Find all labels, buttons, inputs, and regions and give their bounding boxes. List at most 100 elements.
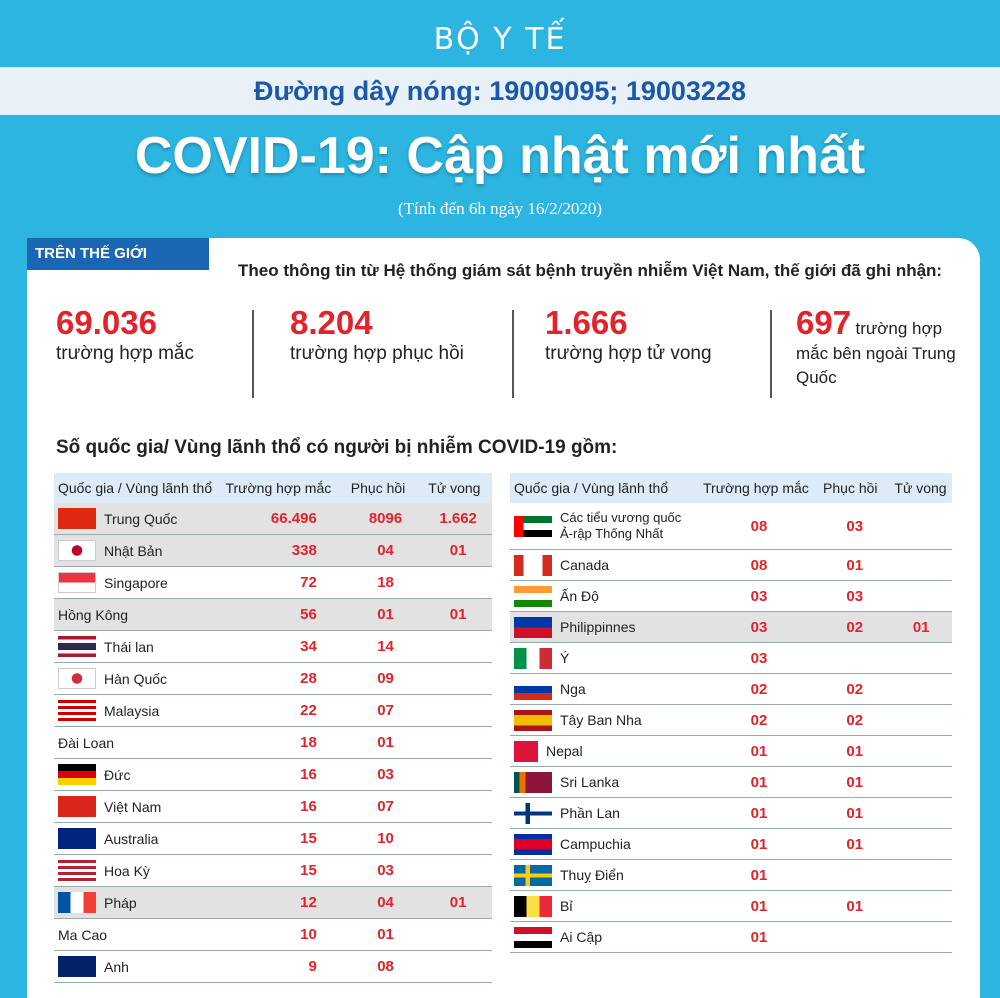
- country-name: Trung Quốc: [104, 510, 178, 527]
- country-cell: Đức: [54, 758, 222, 791]
- my-flag: [58, 700, 96, 721]
- section-tag: TRÊN THẾ GIỚI: [27, 238, 209, 270]
- cases-cell: 66.496: [221, 503, 347, 535]
- recovered-cell: 02: [819, 704, 891, 736]
- stat-divider: [512, 310, 514, 398]
- deaths-cell: [890, 828, 952, 860]
- table-row: Việt Nam 16 07: [54, 790, 492, 823]
- deaths-cell: [424, 790, 492, 823]
- deaths-cell: [890, 673, 952, 705]
- recovered-cell: [819, 642, 891, 674]
- deaths-cell: [890, 580, 952, 612]
- stat-outside-label-a: trường hợp: [855, 319, 943, 338]
- deaths-cell: [890, 766, 952, 798]
- be-flag: [514, 895, 552, 917]
- table-body-left: Trung Quốc 66.496 8096 1.662 Nhật Bản 338 04 01…: [54, 503, 492, 983]
- country-table-left: Quốc gia / Vùng lãnh thổ Trường hợp mắc …: [54, 473, 492, 983]
- deaths-cell: 01: [424, 886, 492, 919]
- list-title: Số quốc gia/ Vùng lãnh thổ có người bị n…: [56, 437, 618, 458]
- cases-cell: 34: [221, 630, 347, 663]
- country-name: Australia: [104, 830, 159, 847]
- country-cell: Hoa Kỳ: [54, 854, 222, 887]
- table-row: Ai Cập 01: [510, 921, 952, 953]
- header-cases: Trường hợp mắc: [225, 480, 332, 496]
- cases-cell: 01: [699, 859, 820, 891]
- country-name: Malaysia: [104, 702, 160, 719]
- country-cell: Malaysia: [54, 694, 222, 727]
- country-cell: Ma Cao: [54, 918, 222, 951]
- recovered-cell: 14: [346, 630, 425, 663]
- ca-flag: [514, 554, 552, 576]
- table-row: Hồng Kông 56 01 01: [54, 598, 492, 631]
- table-row: Đức 16 03: [54, 758, 492, 791]
- country-name: Pháp: [104, 894, 137, 911]
- country-cell: Canada: [510, 549, 699, 581]
- cases-cell: 28: [221, 662, 347, 695]
- country-name: Ma Cao: [58, 927, 108, 944]
- table-row: Malaysia 22 07: [54, 694, 492, 727]
- stat-outside-china: 697 trường hợp mắc bên ngoài Trung Quốc: [796, 304, 956, 390]
- country-name: Hồng Kông: [58, 607, 129, 624]
- eg-flag: [514, 926, 552, 948]
- cases-cell: 56: [221, 598, 347, 631]
- recovered-cell: 01: [819, 890, 891, 922]
- country-cell: Sri Lanka: [510, 766, 699, 798]
- country-cell: Ai Cập: [510, 921, 699, 953]
- recovered-cell: [819, 859, 891, 891]
- table-row: Campuchia 01 01: [510, 828, 952, 860]
- recovered-cell: 09: [346, 662, 425, 695]
- table-row: Các tiểu vương quốc Ả-rập Thống Nhất 08 03: [510, 503, 952, 550]
- fr-flag: [58, 892, 96, 913]
- cases-cell: 03: [699, 611, 820, 643]
- recovered-cell: 07: [346, 790, 425, 823]
- table-row: Tây Ban Nha 02 02: [510, 704, 952, 736]
- deaths-cell: [890, 549, 952, 581]
- deaths-cell: [890, 859, 952, 891]
- country-name: Hoa Kỳ: [104, 862, 150, 879]
- cases-cell: 22: [221, 694, 347, 727]
- cases-cell: 08: [699, 549, 820, 581]
- recovered-cell: 04: [346, 534, 425, 567]
- table-row: Ma Cao 10 01: [54, 918, 492, 951]
- deaths-cell: [890, 503, 952, 550]
- table-body-right: Các tiểu vương quốc Ả-rập Thống Nhất 08 03…: [510, 503, 952, 953]
- recovered-cell: 08: [346, 950, 425, 983]
- country-name: Thái lan: [104, 638, 154, 655]
- stat-cases-label: trường hợp mắc: [56, 343, 194, 364]
- recovered-cell: 10: [346, 822, 425, 855]
- deaths-cell: 01: [424, 534, 492, 567]
- cases-cell: 16: [221, 758, 347, 791]
- country-name: Đài Loan: [58, 735, 115, 752]
- deaths-cell: [890, 704, 952, 736]
- stat-deaths-number: 1.666: [545, 304, 628, 341]
- country-name: Nhật Bản: [104, 542, 163, 559]
- country-name: Canada: [560, 557, 610, 573]
- deaths-cell: [890, 890, 952, 922]
- page-subtitle: (Tính đến 6h ngày 16/2/2020): [398, 199, 602, 218]
- cases-cell: 16: [221, 790, 347, 823]
- country-cell: Ý: [510, 642, 699, 674]
- stat-cases: 69.036 trường hợp mắc: [56, 304, 194, 366]
- country-cell: Hồng Kông: [54, 598, 222, 631]
- cases-cell: 01: [699, 797, 820, 829]
- table-row: Đài Loan 18 01: [54, 726, 492, 759]
- country-cell: Phần Lan: [510, 797, 699, 829]
- deaths-cell: [424, 566, 492, 599]
- recovered-cell: 03: [819, 580, 891, 612]
- country-name: Ấn Độ: [560, 588, 599, 604]
- recovered-cell: 01: [346, 726, 425, 759]
- table-row: Pháp 12 04 01: [54, 886, 492, 919]
- org-name: BỘ Y TẾ: [433, 22, 567, 57]
- country-cell: Australia: [54, 822, 222, 855]
- country-name: Bỉ: [560, 898, 573, 914]
- np-flag: [514, 740, 538, 762]
- table-row: Nhật Bản 338 04 01: [54, 534, 492, 567]
- recovered-cell: 01: [346, 598, 425, 631]
- country-name: Philippinnes: [560, 619, 636, 635]
- country-cell: Campuchia: [510, 828, 699, 860]
- us-flag: [58, 860, 96, 881]
- country-name: Hàn Quốc: [104, 670, 168, 687]
- header-cases: Trường hợp mắc: [703, 480, 809, 496]
- cases-cell: 03: [699, 642, 820, 674]
- country-cell: Trung Quốc: [54, 503, 222, 535]
